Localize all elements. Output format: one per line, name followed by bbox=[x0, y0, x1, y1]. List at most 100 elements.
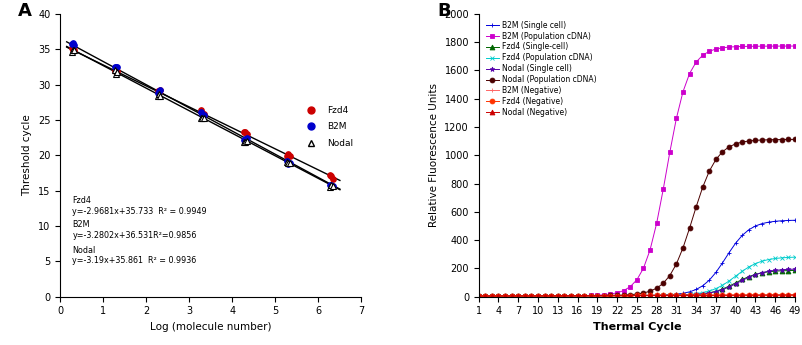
Nodal (Single cell) bbox=[750, 273, 759, 277]
Fzd4 (Population cDNA) bbox=[565, 294, 575, 298]
B2M (Negative) bbox=[592, 294, 602, 298]
Nodal (Single cell) bbox=[638, 293, 647, 297]
B2M (Negative) bbox=[565, 294, 575, 298]
B2M (Single cell) bbox=[697, 284, 707, 288]
Fzd4 (Population cDNA) bbox=[553, 294, 562, 298]
B2M (Population cDNA) bbox=[493, 294, 503, 298]
Fzd4 (Population cDNA) bbox=[697, 290, 707, 295]
Nodal (Single cell) bbox=[697, 292, 707, 296]
Fzd4 (Single-cell) bbox=[684, 293, 694, 297]
B2M (Population cDNA) bbox=[487, 294, 496, 298]
Fzd4 (Single-cell) bbox=[520, 294, 529, 298]
Nodal (Population cDNA) bbox=[703, 169, 713, 173]
Line: Fzd4 (Single-cell): Fzd4 (Single-cell) bbox=[476, 268, 796, 298]
Fzd4 (Population cDNA) bbox=[717, 283, 727, 287]
Line: B2M (Population cDNA): B2M (Population cDNA) bbox=[476, 43, 796, 298]
Line: Nodal (Population cDNA): Nodal (Population cDNA) bbox=[476, 137, 796, 298]
Fzd4 (Negative) bbox=[553, 294, 562, 298]
Text: Nodal
y=-3.19x+35.861  R² = 0.9936: Nodal y=-3.19x+35.861 R² = 0.9936 bbox=[72, 246, 196, 265]
B2M (Negative) bbox=[664, 293, 674, 297]
Nodal (Population cDNA) bbox=[631, 292, 641, 296]
B2M (Population cDNA) bbox=[783, 44, 792, 48]
Nodal (Single cell) bbox=[578, 294, 588, 298]
Nodal (Population cDNA) bbox=[545, 294, 555, 298]
Fzd4 (Single-cell) bbox=[559, 294, 569, 298]
Nodal (Negative) bbox=[578, 294, 588, 298]
Nodal (Negative) bbox=[520, 294, 529, 298]
Fzd4 (Population cDNA) bbox=[670, 293, 680, 297]
Nodal (Single cell) bbox=[711, 289, 720, 294]
Fzd4 (Population cDNA) bbox=[644, 293, 654, 297]
Fzd4 (Negative) bbox=[678, 293, 687, 297]
Nodal (Single cell) bbox=[684, 293, 694, 297]
Nodal (Negative) bbox=[605, 294, 614, 298]
B2M (Negative) bbox=[631, 294, 641, 298]
Nodal (Negative) bbox=[743, 293, 753, 297]
Nodal (Negative) bbox=[500, 294, 509, 298]
Nodal (Negative) bbox=[618, 294, 628, 298]
B2M (Negative) bbox=[769, 293, 779, 297]
Fzd4 (Single-cell) bbox=[783, 268, 792, 273]
Fzd4 (Single-cell) bbox=[611, 294, 621, 298]
B2M (Negative) bbox=[559, 294, 569, 298]
Nodal (Negative) bbox=[678, 293, 687, 297]
Fzd4 (Negative) bbox=[598, 294, 608, 298]
Fzd4 (Negative) bbox=[750, 293, 759, 297]
Nodal (Negative) bbox=[736, 293, 746, 297]
Nodal (Single cell) bbox=[736, 278, 746, 283]
Nodal (Population cDNA) bbox=[684, 226, 694, 230]
Nodal (Single cell) bbox=[559, 294, 569, 298]
Line: B2M (Negative): B2M (Negative) bbox=[476, 293, 796, 298]
B2M (Negative) bbox=[750, 293, 759, 297]
Fzd4 (Population cDNA) bbox=[769, 256, 779, 260]
B2M (Negative) bbox=[638, 293, 647, 297]
Nodal (Population cDNA) bbox=[487, 294, 496, 298]
Fzd4 (Negative) bbox=[625, 294, 634, 298]
B2M (Negative) bbox=[691, 293, 700, 297]
B2M (Single cell) bbox=[789, 218, 799, 222]
B2M (Negative) bbox=[493, 294, 503, 298]
B2M (Population cDNA) bbox=[625, 285, 634, 289]
B2M (Population cDNA) bbox=[598, 293, 608, 297]
B2M (Population cDNA) bbox=[611, 291, 621, 295]
Nodal (Single cell) bbox=[539, 294, 549, 298]
Nodal (Population cDNA) bbox=[611, 293, 621, 297]
B2M (Population cDNA) bbox=[644, 248, 654, 252]
Nodal (Negative) bbox=[526, 294, 536, 298]
Fzd4 (Negative) bbox=[493, 294, 503, 298]
Nodal (Population cDNA) bbox=[598, 294, 608, 298]
Text: Fzd4
y=-2.9681x+35.733  R² = 0.9949: Fzd4 y=-2.9681x+35.733 R² = 0.9949 bbox=[72, 196, 207, 216]
Nodal (Negative) bbox=[783, 293, 792, 297]
Fzd4 (Population cDNA) bbox=[539, 294, 549, 298]
Fzd4 (Population cDNA) bbox=[487, 294, 496, 298]
Fzd4 (Population cDNA) bbox=[611, 294, 621, 298]
B2M (Negative) bbox=[670, 293, 680, 297]
B2M (Single cell) bbox=[684, 290, 694, 294]
Nodal (Population cDNA) bbox=[763, 138, 772, 142]
B2M (Single cell) bbox=[520, 294, 529, 298]
X-axis label: Thermal Cycle: Thermal Cycle bbox=[592, 322, 680, 332]
B2M (Negative) bbox=[598, 294, 608, 298]
Fzd4 (Single-cell) bbox=[533, 294, 542, 298]
B2M (Single cell) bbox=[545, 294, 555, 298]
B2M (Negative) bbox=[651, 293, 661, 297]
B2M (Negative) bbox=[533, 294, 542, 298]
B2M (Population cDNA) bbox=[631, 278, 641, 282]
Fzd4 (Single-cell) bbox=[605, 294, 614, 298]
Nodal (Population cDNA) bbox=[638, 291, 647, 295]
Fzd4 (Negative) bbox=[533, 294, 542, 298]
Fzd4 (Population cDNA) bbox=[545, 294, 555, 298]
Nodal (Single cell) bbox=[717, 287, 727, 292]
Fzd4 (Negative) bbox=[743, 293, 753, 297]
Nodal (Negative) bbox=[691, 293, 700, 297]
Fzd4 (Population cDNA) bbox=[559, 294, 569, 298]
Fzd4 (Single-cell) bbox=[618, 294, 628, 298]
Nodal (Single cell) bbox=[473, 294, 483, 298]
B2M (Single cell) bbox=[658, 293, 667, 297]
B2M (Single cell) bbox=[638, 293, 647, 297]
Fzd4 (Negative) bbox=[783, 293, 792, 297]
Fzd4 (Negative) bbox=[545, 294, 555, 298]
Fzd4 (Population cDNA) bbox=[723, 279, 733, 283]
Fzd4 (Single-cell) bbox=[736, 277, 746, 282]
B2M (Population cDNA) bbox=[743, 44, 753, 48]
